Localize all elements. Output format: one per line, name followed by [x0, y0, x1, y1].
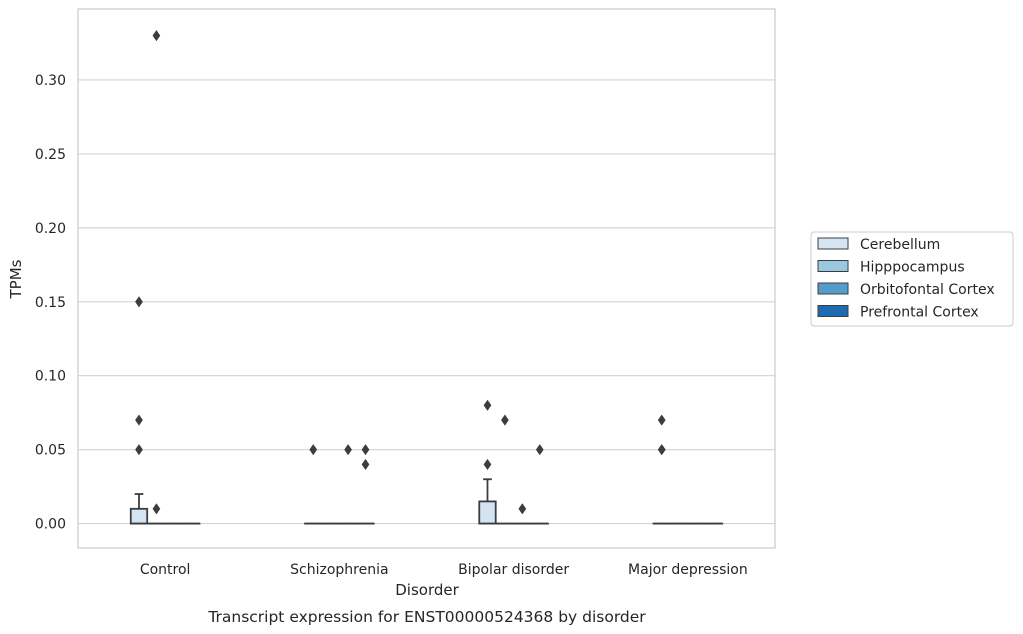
- legend-frame: [810, 231, 1014, 327]
- outlier-point: [483, 458, 492, 471]
- outlier-point: [657, 444, 666, 456]
- outlier-point: [309, 444, 318, 456]
- x-tick-label: Bipolar disorder: [458, 562, 569, 578]
- legend-label: Cerebellum: [860, 237, 940, 253]
- outlier-point: [152, 503, 161, 515]
- legend-label: Prefrontal Cortex: [860, 305, 979, 321]
- outlier-point: [135, 414, 143, 426]
- legend-label: Orbitofontal Cortex: [860, 282, 995, 298]
- outlier-point: [483, 399, 492, 411]
- box-body: [478, 500, 497, 525]
- outlier-point: [152, 29, 161, 42]
- legend-swatch: [817, 305, 849, 317]
- outlier-point: [135, 444, 143, 456]
- outlier-point: [344, 444, 352, 456]
- boxes: [129, 478, 724, 525]
- outlier-point: [657, 414, 666, 426]
- y-tick-label: 0.30: [35, 73, 66, 89]
- legend-swatch: [817, 282, 849, 295]
- legend-swatch: [817, 260, 849, 272]
- outliers: [135, 29, 666, 515]
- y-tick-label: 0.00: [35, 517, 66, 533]
- plot-area-frame: [77, 8, 776, 549]
- x-axis-label: Disorder: [395, 581, 459, 599]
- outlier-point: [361, 458, 370, 471]
- gridlines: [78, 79, 775, 525]
- x-tick-labels: Control Schizophrenia Bipolar disorder Majo…: [140, 562, 748, 578]
- outlier-point: [501, 414, 509, 426]
- box-cerebellum-2: [478, 478, 497, 525]
- chart-caption: Transcript expression for ENST0000052436…: [207, 608, 646, 626]
- x-tick-label: Major depression: [628, 562, 748, 578]
- x-tick-label: Schizophrenia: [290, 562, 388, 578]
- legend-swatch: [817, 237, 849, 250]
- y-tick-label: 0.05: [35, 443, 66, 459]
- y-tick-label: 0.15: [35, 295, 66, 311]
- legend: Cerebellum Hipppocampus Orbitofontal Corte…: [810, 231, 1014, 327]
- outlier-point: [518, 503, 527, 515]
- outlier-point: [535, 444, 544, 456]
- box-cerebellum-0: [129, 493, 149, 525]
- x-tick-label: Control: [140, 562, 191, 578]
- outlier-point: [135, 296, 143, 308]
- y-axis-label: TPMs: [7, 259, 25, 299]
- y-tick-label: 0.10: [35, 369, 66, 385]
- y-tick-label: 0.25: [35, 147, 66, 163]
- y-tick-label: 0.20: [35, 221, 66, 237]
- y-tick-labels: 0.00 0.05 0.10 0.15 0.20 0.25 0.30: [35, 73, 66, 533]
- box-body: [129, 507, 149, 525]
- legend-label: Hipppocampus: [860, 260, 965, 276]
- outlier-point: [361, 444, 370, 456]
